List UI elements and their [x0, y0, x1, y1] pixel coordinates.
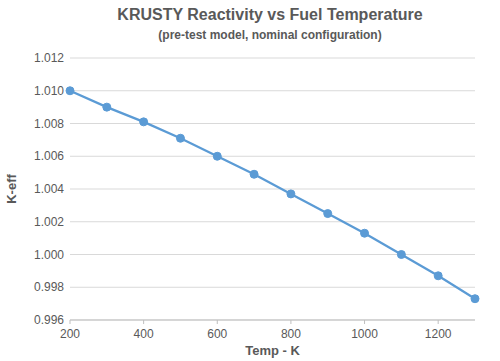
grid-line [70, 123, 475, 124]
chart-svg: KRUSTY Reactivity vs Fuel Temperature (pr… [0, 0, 500, 361]
x-tick-label: 800 [281, 327, 301, 341]
subtitle: (pre-test model, nominal configuration) [158, 28, 381, 42]
y-axis-label: K-eff [4, 174, 19, 204]
y-tick-label: 0.998 [34, 280, 64, 294]
plot-area [66, 87, 479, 303]
x-tick [143, 320, 144, 324]
marker [213, 152, 221, 160]
x-axis-line [70, 320, 475, 321]
x-tick [70, 320, 71, 324]
grid-line [70, 156, 475, 157]
y-tick-label: 0.996 [34, 313, 64, 327]
y-tick-label: 1.002 [34, 215, 64, 229]
x-tick-label: 600 [207, 327, 227, 341]
grid-line [70, 90, 475, 91]
marker [103, 103, 111, 111]
series-line [70, 91, 475, 299]
marker [361, 229, 369, 237]
y-tick-label: 1.010 [34, 84, 64, 98]
y-tick-label: 1.012 [34, 51, 64, 65]
y-tick-label: 1.006 [34, 149, 64, 163]
y-tick-label: 1.000 [34, 248, 64, 262]
marker [471, 295, 479, 303]
x-tick-label: 400 [134, 327, 154, 341]
x-tick [217, 320, 218, 324]
x-tick-label: 200 [60, 327, 80, 341]
marker [397, 251, 405, 259]
marker [287, 190, 295, 198]
grid-line [70, 221, 475, 222]
grid-line [70, 254, 475, 255]
x-tick [364, 320, 365, 324]
marker [140, 118, 148, 126]
grid-line [70, 320, 475, 321]
grid-line [70, 189, 475, 190]
marker [66, 87, 74, 95]
marker [250, 170, 258, 178]
marker [434, 272, 442, 280]
x-tick [438, 320, 439, 324]
x-axis-label: Temp - K [245, 343, 300, 358]
marker [324, 210, 332, 218]
x-tick-label: 1200 [425, 327, 452, 341]
y-tick-label: 1.008 [34, 117, 64, 131]
y-tick-label: 1.004 [34, 182, 64, 196]
marker [176, 134, 184, 142]
grid-line [70, 287, 475, 288]
x-tick-label: 1000 [351, 327, 378, 341]
chart-container: KRUSTY Reactivity vs Fuel Temperature (pr… [0, 0, 500, 361]
grid-line [70, 58, 475, 59]
x-tick [290, 320, 291, 324]
title: KRUSTY Reactivity vs Fuel Temperature [117, 6, 422, 23]
